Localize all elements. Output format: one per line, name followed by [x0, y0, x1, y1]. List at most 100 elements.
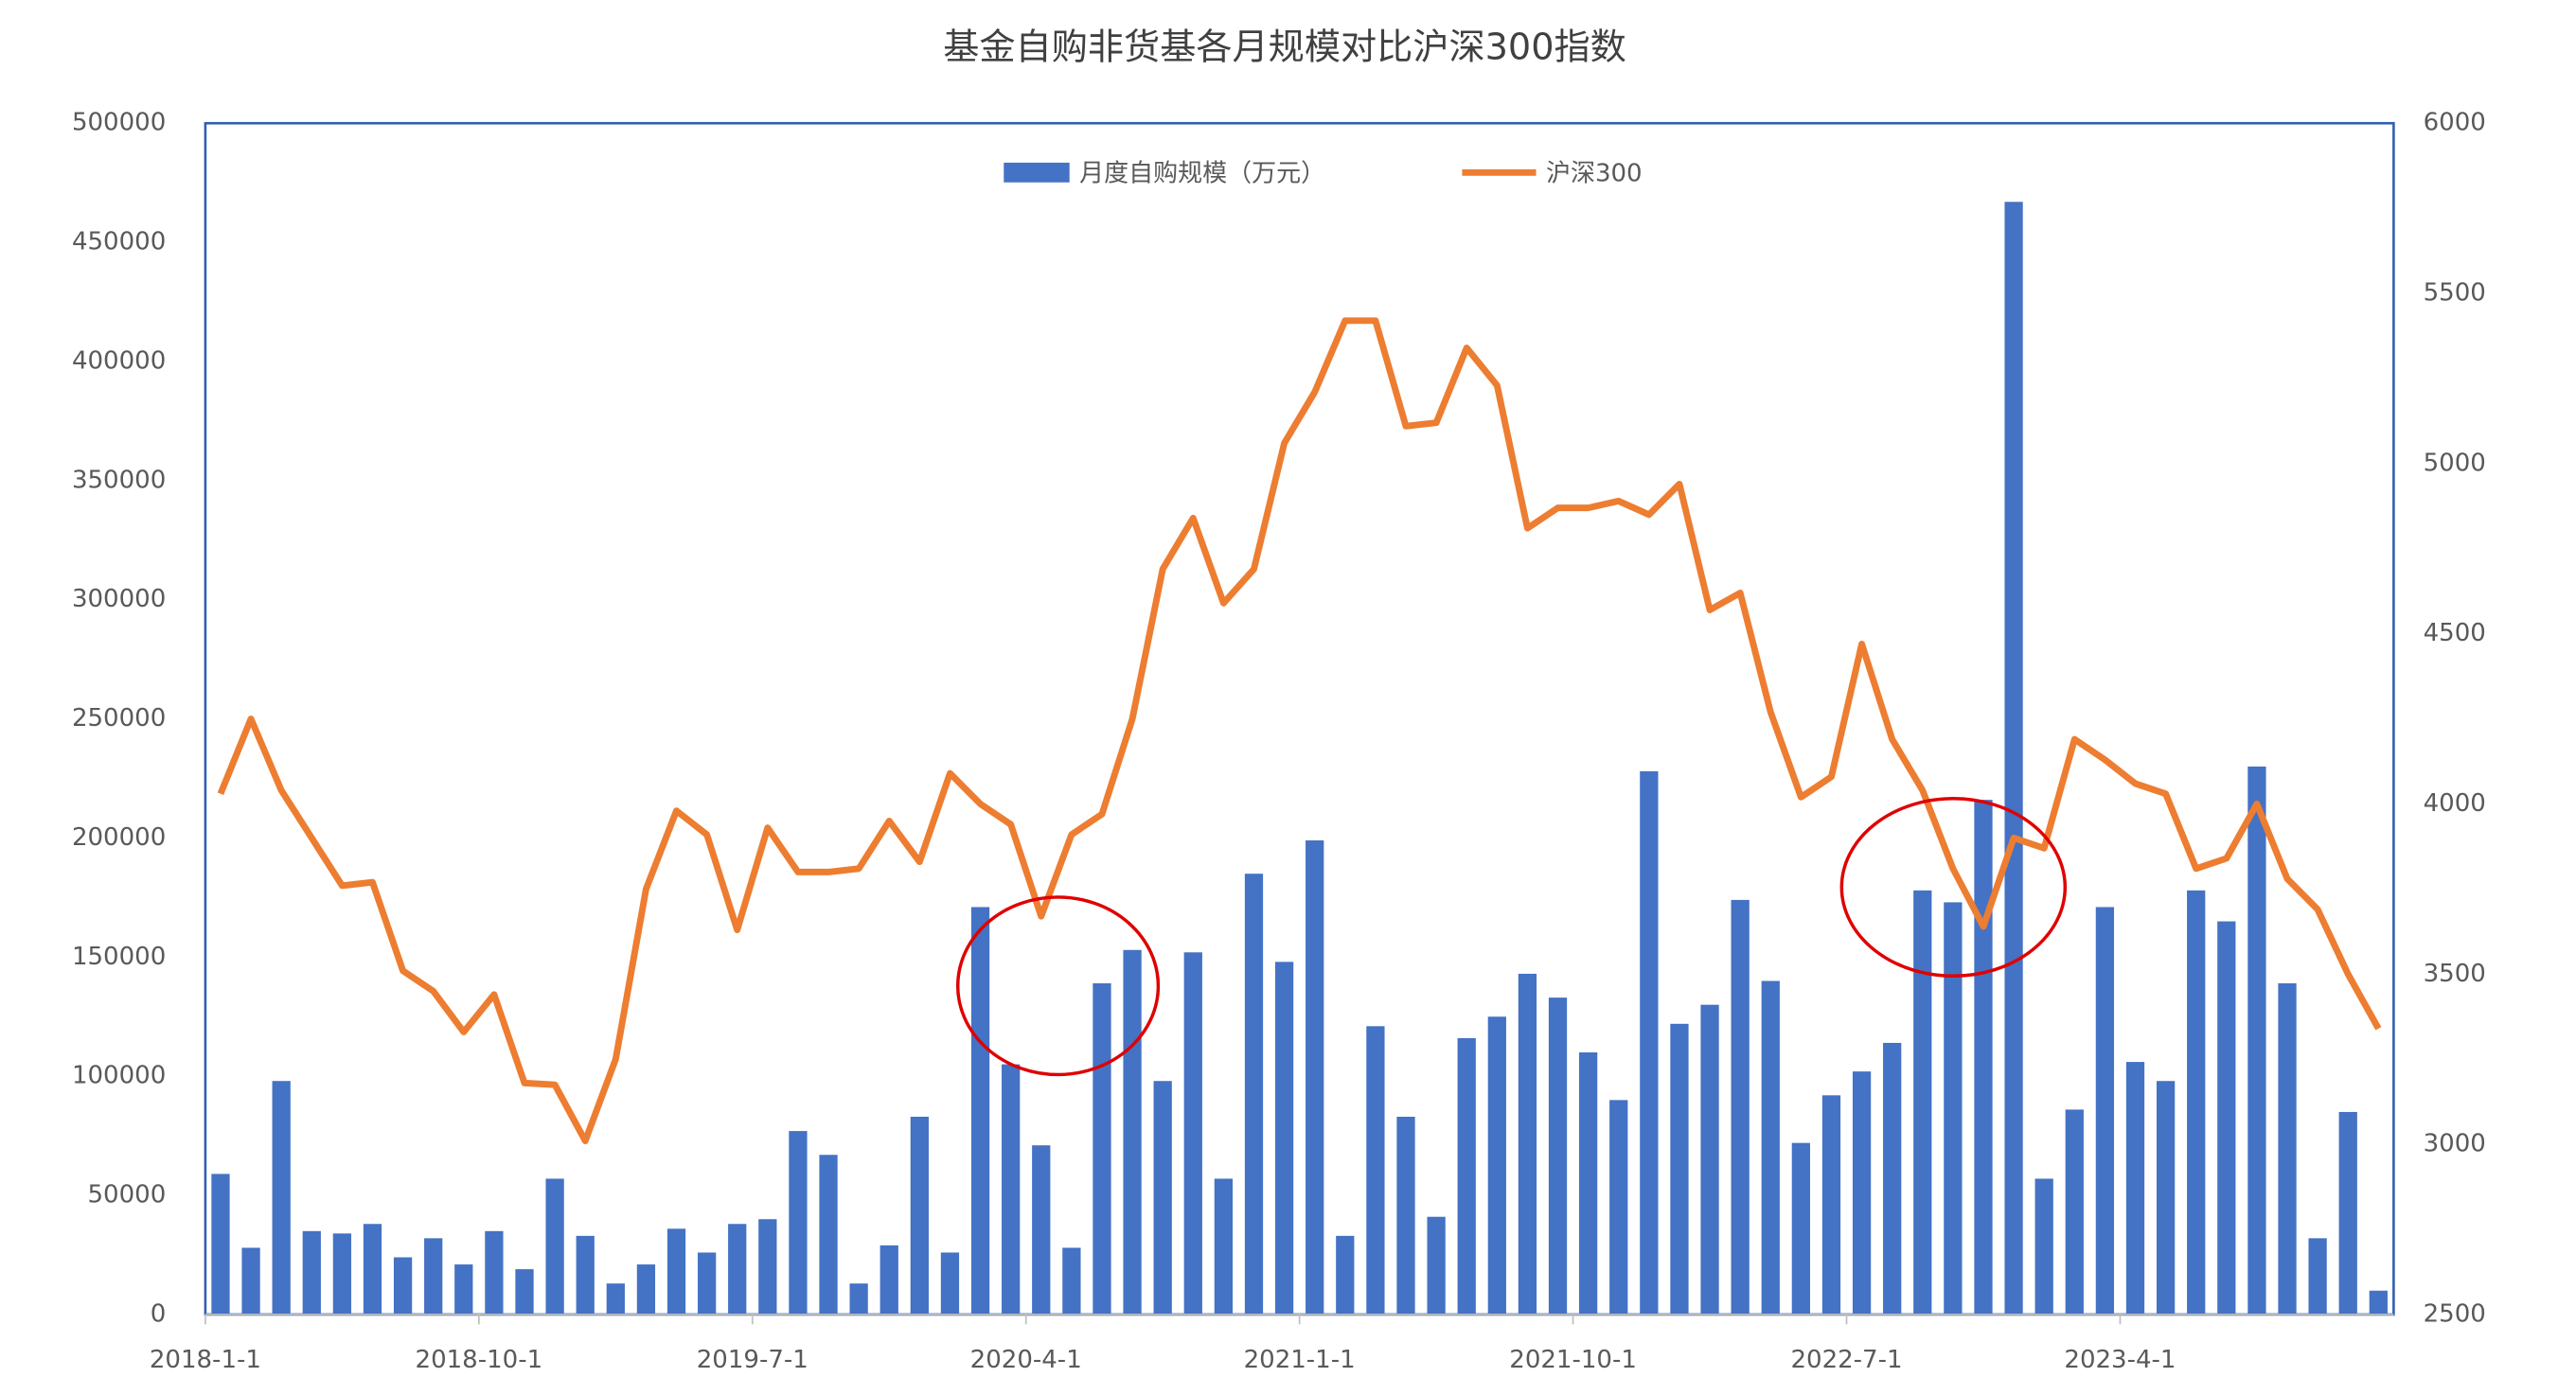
- bar: [576, 1235, 595, 1315]
- bar: [363, 1224, 382, 1315]
- y2-tick-label: 6000: [2424, 109, 2486, 137]
- bar: [1579, 1052, 1598, 1315]
- y-tick-label: 150000: [72, 943, 166, 971]
- bar: [1093, 983, 1111, 1315]
- chart-title: 基金自购非货基各月规模对比沪深300指数: [943, 27, 1626, 69]
- x-tick-label: 2018-1-1: [150, 1346, 261, 1374]
- bar: [1487, 1016, 1506, 1315]
- bar: [970, 907, 990, 1315]
- x-tick-label: 2021-10-1: [1509, 1346, 1637, 1374]
- y2-tick-label: 2500: [2424, 1299, 2486, 1328]
- y-tick-label: 200000: [72, 823, 166, 852]
- bar: [1336, 1235, 1355, 1315]
- bar: [1640, 770, 1659, 1315]
- bar: [485, 1230, 504, 1315]
- bar: [1002, 1064, 1021, 1315]
- bar: [272, 1081, 291, 1315]
- bar: [1944, 902, 1963, 1315]
- bar: [2278, 983, 2297, 1315]
- bar: [636, 1264, 656, 1315]
- bar: [1791, 1142, 1810, 1315]
- bar: [2156, 1081, 2176, 1315]
- bar: [666, 1228, 686, 1315]
- bar: [424, 1238, 443, 1315]
- bar: [1913, 890, 1932, 1315]
- bar: [1974, 800, 1993, 1315]
- bar: [1123, 949, 1142, 1315]
- bar: [2217, 921, 2236, 1315]
- y-tick-label: 450000: [72, 228, 166, 256]
- bar: [211, 1174, 230, 1315]
- bar: [697, 1252, 717, 1315]
- y-tick-label: 100000: [72, 1062, 166, 1090]
- x-tick-label: 2019-7-1: [697, 1346, 808, 1374]
- y2-tick-label: 5500: [2424, 279, 2486, 308]
- y-tick-label: 350000: [72, 466, 166, 494]
- bar: [728, 1224, 747, 1315]
- x-tick-label: 2021-1-1: [1244, 1346, 1356, 1374]
- y2-tick-label: 4000: [2424, 789, 2486, 818]
- bar: [1306, 839, 1324, 1315]
- y-tick-label: 300000: [72, 585, 166, 613]
- x-tick-label: 2023-4-1: [2064, 1346, 2176, 1374]
- bar: [2338, 1111, 2357, 1315]
- bar: [241, 1247, 260, 1315]
- bar: [545, 1178, 564, 1315]
- bar: [1518, 973, 1537, 1315]
- bar: [1821, 1095, 1841, 1315]
- bar: [789, 1131, 808, 1315]
- bar: [2125, 1062, 2145, 1315]
- line: [217, 317, 2382, 1144]
- y-tick-label: 250000: [72, 704, 166, 733]
- bar: [2308, 1238, 2327, 1315]
- bar: [515, 1269, 534, 1315]
- bar: [1183, 952, 1202, 1315]
- bar: [302, 1230, 321, 1315]
- bar: [2095, 907, 2115, 1315]
- bar: [1883, 1042, 1902, 1315]
- y-tick-label: 0: [151, 1299, 167, 1328]
- bar: [1731, 899, 1750, 1315]
- bar: [1274, 962, 1294, 1315]
- highlight-circle: [1839, 797, 2068, 979]
- y2-tick-label: 3000: [2424, 1130, 2486, 1158]
- bar: [2369, 1290, 2388, 1315]
- y2-tick-label: 3500: [2424, 960, 2486, 988]
- bar: [758, 1219, 777, 1315]
- bar: [1153, 1081, 1172, 1315]
- bar: [1852, 1071, 1872, 1315]
- bar: [910, 1116, 929, 1315]
- bar: [1761, 980, 1780, 1315]
- bar: [1032, 1145, 1051, 1315]
- bar: [1700, 1004, 1719, 1315]
- y2-tick-label: 5000: [2424, 449, 2486, 477]
- bar: [1396, 1116, 1415, 1315]
- bar: [849, 1283, 868, 1315]
- bar: [1427, 1216, 1446, 1315]
- legend-label: 月度自购规模（万元）: [1079, 160, 1325, 188]
- bar: [1366, 1026, 1385, 1315]
- bar: [332, 1233, 352, 1315]
- bar: [2247, 766, 2266, 1315]
- bar: [879, 1245, 898, 1315]
- bar: [2004, 202, 2023, 1315]
- bar: [1609, 1100, 1628, 1315]
- bar: [940, 1252, 960, 1315]
- bar: [1062, 1247, 1081, 1315]
- y2-tick-label: 4500: [2424, 619, 2486, 647]
- bar: [606, 1283, 625, 1315]
- x-tick-label: 2020-4-1: [970, 1346, 1082, 1374]
- y-tick-label: 50000: [88, 1181, 167, 1210]
- y-tick-label: 400000: [72, 346, 166, 375]
- bar: [2034, 1178, 2053, 1315]
- bar: [393, 1257, 413, 1315]
- bar: [2187, 890, 2206, 1315]
- x-tick-label: 2022-7-1: [1790, 1346, 1902, 1374]
- bar: [1214, 1178, 1234, 1315]
- bar: [454, 1264, 473, 1315]
- y-tick-label: 500000: [72, 109, 166, 137]
- bar: [1457, 1037, 1476, 1315]
- bar: [819, 1155, 838, 1315]
- bar: [2065, 1109, 2084, 1315]
